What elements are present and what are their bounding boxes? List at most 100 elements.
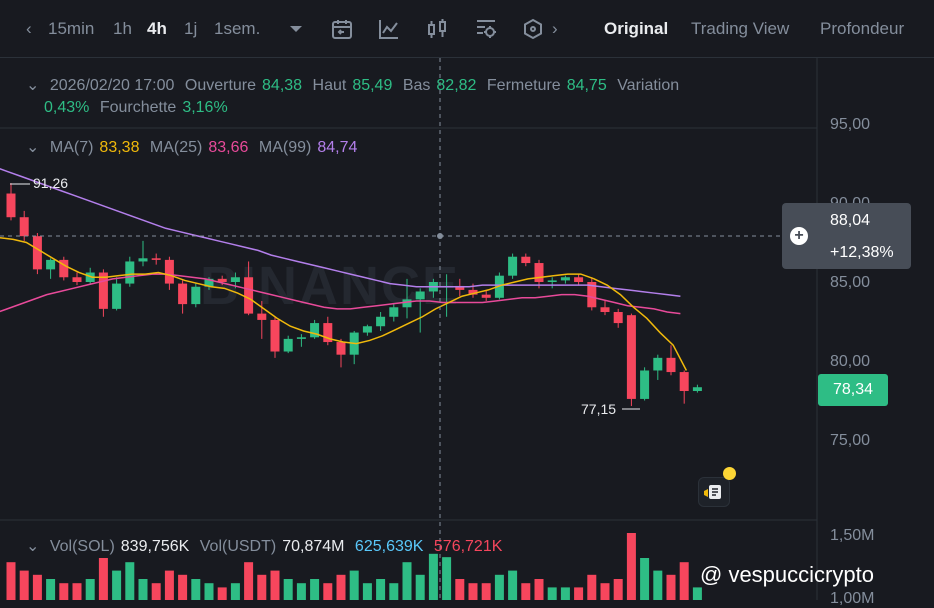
candlestick-icon[interactable] [425, 17, 449, 41]
candle [613, 312, 623, 324]
candle [336, 342, 346, 355]
volume-bar [560, 587, 570, 600]
scroll-right-icon[interactable]: › [552, 19, 558, 38]
ma-toggle-icon[interactable]: ⌄ [26, 139, 40, 156]
volume-bar [481, 583, 491, 600]
vol-usdt-label: Vol(USDT) [199, 538, 277, 555]
volume-bar [692, 587, 702, 600]
timeframe-1sem[interactable]: 1sem. [214, 19, 261, 38]
volume-bar [19, 570, 29, 600]
volume-bar [587, 574, 597, 600]
crosshair-price: 88,04 [830, 212, 871, 229]
add-alert-icon[interactable]: + [790, 227, 808, 245]
volume-bar [178, 574, 188, 600]
candle [138, 258, 148, 262]
vol-axis-tick-2: 1,00M [830, 590, 875, 607]
chevron-down-icon[interactable] [284, 17, 308, 41]
candle [112, 283, 122, 309]
volume-bar [138, 579, 148, 600]
timeframe-1j[interactable]: 1j [184, 19, 198, 38]
candle [415, 291, 425, 300]
volume-bar [310, 579, 320, 600]
candle [640, 370, 650, 399]
author-credit: @ vespuccicrypto [700, 562, 874, 588]
view-depth[interactable]: Profondeur [820, 19, 905, 38]
candle [692, 387, 702, 392]
low-label: Bas [402, 77, 431, 94]
volume-bar [323, 583, 333, 600]
candle [534, 263, 544, 282]
candle [323, 323, 333, 343]
vol-ma1-value: 625,639K [354, 538, 424, 555]
candle [455, 285, 465, 290]
hexagon-icon[interactable] [521, 17, 545, 41]
volume-bar [151, 583, 161, 600]
volume-bar [547, 587, 557, 600]
volume-bar [164, 570, 174, 600]
indicator-settings-icon[interactable] [474, 17, 498, 41]
volume-bar [402, 562, 412, 600]
volume-bar [257, 574, 267, 600]
candle [19, 217, 29, 237]
ma-row: ⌄ MA(7) 83,38 MA(25) 83,66 MA(99) 84,74 [26, 137, 363, 157]
vol-sol-value: 839,756K [120, 538, 190, 555]
view-trading-view[interactable]: Trading View [691, 19, 790, 38]
close-label: Fermeture [486, 77, 561, 94]
change-value: 0,43% [44, 99, 90, 116]
volume-bar [389, 583, 399, 600]
open-value: 84,38 [262, 77, 303, 94]
candle [164, 259, 174, 284]
volume-bar [362, 583, 372, 600]
candle [587, 282, 597, 308]
candle [6, 193, 16, 218]
candle [402, 299, 412, 308]
volume-bar [442, 557, 452, 600]
candle [217, 278, 227, 282]
candle [653, 357, 663, 371]
volume-toggle-icon[interactable]: ⌄ [26, 538, 40, 555]
candle [151, 258, 161, 260]
ohlc-toggle-icon[interactable]: ⌄ [26, 77, 40, 94]
candle [270, 319, 280, 352]
range-label: Fourchette [99, 99, 177, 116]
candle [508, 256, 518, 276]
crosshair-change: +12,38% [830, 244, 894, 261]
candle [46, 259, 56, 270]
volume-bar [640, 558, 650, 600]
calendar-icon[interactable] [330, 17, 354, 41]
chart-toolbar: ‹ 15min 1h 4h 1j 1sem. › Original Tradin… [0, 0, 934, 58]
volume-bar [32, 574, 42, 600]
volume-bar [6, 562, 16, 600]
ma25-label: MA(25) [149, 139, 203, 156]
candle [257, 313, 267, 320]
volume-bar [521, 583, 531, 600]
view-original[interactable]: Original [604, 19, 669, 38]
close-value: 84,75 [566, 77, 607, 94]
line-chart-icon[interactable] [377, 17, 401, 41]
timeframe-15min[interactable]: 15min [48, 19, 95, 38]
candle [98, 272, 108, 309]
crosshair-point [437, 233, 443, 239]
volume-bar [508, 570, 518, 600]
scroll-left-icon[interactable]: ‹ [26, 19, 32, 38]
axis-tick-80: 80,00 [830, 353, 871, 370]
volume-bar [679, 562, 689, 600]
ma7-label: MA(7) [49, 139, 94, 156]
crosshair-price-box[interactable]: + 88,04 +12,38% [782, 203, 911, 269]
timeframe-1h[interactable]: 1h [113, 19, 132, 38]
low-value: 82,82 [436, 77, 477, 94]
candle [230, 277, 240, 282]
ma7-line [0, 237, 688, 371]
ma7-value: 83,38 [99, 139, 140, 156]
timeframe-4h[interactable]: 4h [147, 19, 167, 38]
candle [600, 307, 610, 313]
ma25-line [0, 273, 681, 315]
volume-bar [270, 570, 280, 600]
volume-bar [72, 583, 82, 600]
candle [310, 323, 320, 338]
volume-bar [204, 583, 214, 600]
candle [666, 357, 676, 373]
ohlc-row-2: 0,43% Fourchette 3,16% [44, 99, 234, 117]
news-button[interactable] [698, 477, 730, 507]
